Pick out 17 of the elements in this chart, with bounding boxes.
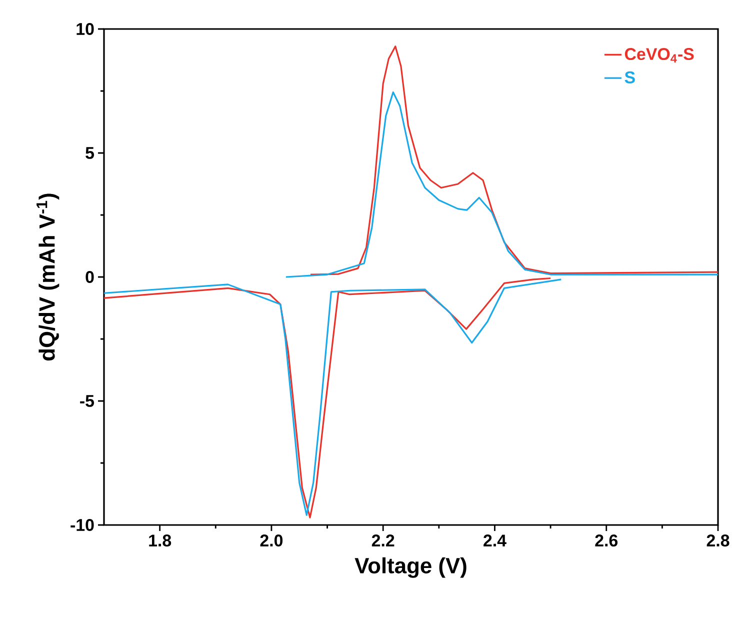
legend-label: S [624, 71, 635, 84]
x-tick-label: 2.2 [372, 534, 394, 546]
y-tick-label: -10 [70, 519, 94, 531]
y-tick-label: 10 [76, 23, 94, 35]
x-axis-title: Voltage (V) [354, 557, 466, 578]
x-tick-label: 2.6 [595, 534, 618, 547]
x-tick-label: 2.0 [260, 534, 283, 547]
y-tick-label: -5 [80, 395, 94, 407]
line-series [285, 91, 718, 278]
y-axis-title: dQ/dV (mAh V$^{-1}$) [36, 194, 60, 360]
y-tick-label: 5 [86, 147, 94, 159]
y-tick-label: 0 [86, 271, 94, 283]
x-tick-label: 1.8 [149, 534, 172, 547]
legend-label: CeVO$_{4}$-S [624, 48, 694, 62]
x-tick-label: 2.8 [706, 534, 730, 547]
x-tick-label: 2.4 [484, 534, 506, 546]
line-series [310, 46, 718, 276]
